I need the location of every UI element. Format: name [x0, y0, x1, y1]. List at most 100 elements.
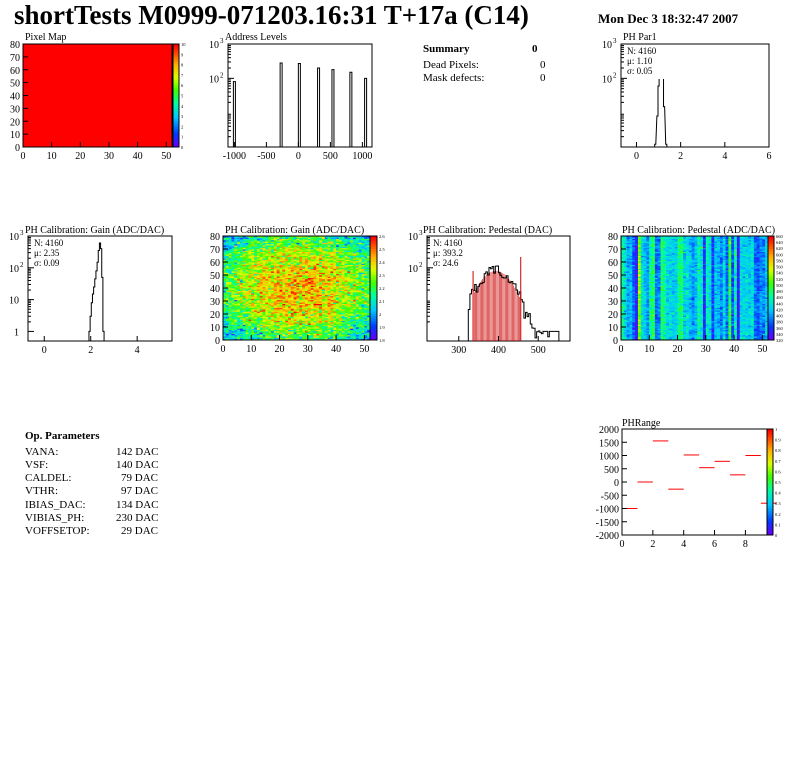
y-tick-label: 10: [408, 232, 418, 243]
colorbar-cell: [173, 100, 179, 104]
colorbar-label: 6: [181, 83, 184, 88]
x-tick-label: 40: [133, 151, 143, 162]
x-tick-label: 30: [303, 344, 313, 355]
y-tick-label: 20: [608, 310, 618, 321]
colorbar-cell: [768, 282, 774, 286]
colorbar-cell: [370, 316, 377, 320]
colorbar-label: 0.5: [775, 480, 781, 485]
colorbar-cell: [768, 288, 774, 292]
colorbar-cell: [370, 319, 377, 323]
op-param-value: 79 DAC: [121, 472, 158, 484]
y-tick-label: 10: [602, 74, 612, 85]
colorbar-cell: [767, 484, 773, 488]
x-tick-label: -1000: [223, 151, 246, 162]
colorbar-cell: [173, 74, 179, 78]
x-tick-label: 6: [712, 539, 717, 550]
colorbar-label: 0.1: [775, 522, 781, 527]
address-peak: [364, 77, 368, 147]
colorbar-cell: [767, 497, 773, 502]
colorbar-label: 460: [776, 295, 784, 300]
colorbar-cell: [767, 516, 773, 520]
stats-sigma: σ: 24.6: [433, 258, 459, 268]
colorbar-cell: [173, 139, 179, 143]
colorbar-label: 7: [181, 73, 184, 78]
colorbar-cell: [173, 51, 179, 55]
colorbar-cell: [767, 452, 773, 456]
colorbar-cell: [768, 316, 774, 320]
colorbar-cell: [173, 44, 179, 48]
colorbar-cell: [768, 298, 774, 302]
y-tick-label: 20: [210, 310, 220, 321]
colorbar-cell: [173, 131, 179, 135]
colorbar-cell: [173, 90, 179, 94]
gain-map-colorbar: [369, 235, 378, 341]
colorbar-cell: [767, 455, 773, 459]
colorbar-label: 1.9: [379, 325, 385, 330]
chart-title: PHRange: [622, 418, 661, 429]
op-param-value: 142 DAC: [116, 446, 159, 458]
colorbar-label: 2.4: [379, 260, 385, 265]
y-tick-exponent: 3: [613, 37, 617, 45]
colorbar-label: 440: [776, 301, 784, 306]
colorbar-cell: [768, 272, 774, 276]
colorbar-cell: [767, 434, 773, 438]
colorbar-cell: [370, 285, 377, 289]
colorbar-label: 0: [775, 533, 778, 538]
colorbar-cell: [173, 72, 179, 76]
y-tick-label: 70: [608, 245, 618, 256]
colorbar-cell: [767, 529, 773, 533]
colorbar-label: 0.6: [775, 469, 781, 474]
colorbar-cell: [173, 103, 179, 107]
colorbar-cell: [370, 301, 377, 305]
op-param-value: 134 DAC: [116, 499, 159, 511]
colorbar-label: 1.8: [379, 338, 385, 343]
x-tick-label: 10: [246, 344, 256, 355]
colorbar-cell: [370, 290, 377, 294]
colorbar-label: 0: [181, 145, 184, 150]
colorbar-label: 640: [776, 240, 784, 245]
colorbar-cell: [768, 275, 774, 279]
address-peak: [317, 67, 321, 147]
stats-box: [31, 237, 79, 271]
x-tick-label: 4: [722, 151, 727, 162]
summary-dead-pixels-label: Dead Pixels:: [423, 59, 479, 71]
x-tick-label: 8: [743, 539, 748, 550]
colorbar-cell: [370, 293, 377, 297]
colorbar-label: 2.6: [379, 234, 385, 239]
colorbar-cell: [370, 272, 377, 276]
colorbar-cell: [173, 85, 179, 89]
op-param-value: 140 DAC: [116, 459, 159, 471]
y-tick-label: 40: [608, 284, 618, 295]
colorbar-cell: [767, 527, 773, 531]
summary-mask-defects-label: Mask defects:: [423, 72, 485, 84]
y-tick-label: 80: [10, 40, 20, 51]
colorbar-cell: [370, 308, 377, 312]
y-tick-label: 0: [15, 143, 20, 154]
colorbar-label: 540: [776, 271, 784, 276]
colorbar-cell: [767, 460, 773, 464]
colorbar-cell: [370, 332, 377, 336]
colorbar-cell: [173, 82, 179, 86]
y-tick-label: 70: [210, 245, 220, 256]
x-tick-label: 0: [221, 344, 226, 355]
x-tick-label: 0: [619, 344, 624, 355]
op-param-label: VOFFSETOP:: [25, 525, 90, 537]
colorbar-cell: [768, 303, 774, 307]
colorbar-cell: [370, 282, 377, 286]
y-tick-exponent: 2: [20, 261, 24, 269]
heatmap-fill: [23, 44, 172, 147]
colorbar-label: 400: [776, 314, 784, 319]
colorbar-cell: [370, 275, 377, 279]
colorbar-cell: [370, 288, 377, 292]
colorbar-cell: [173, 46, 179, 50]
address-peak: [331, 69, 335, 147]
colorbar-label: 360: [776, 326, 784, 331]
colorbar-cell: [173, 98, 179, 102]
colorbar-cell: [173, 80, 179, 84]
colorbar-cell: [370, 264, 377, 268]
y-tick-label: 1000: [599, 452, 619, 463]
colorbar-cell: [173, 108, 179, 112]
colorbar-cell: [768, 262, 774, 266]
y-tick-exponent: 3: [419, 229, 423, 237]
